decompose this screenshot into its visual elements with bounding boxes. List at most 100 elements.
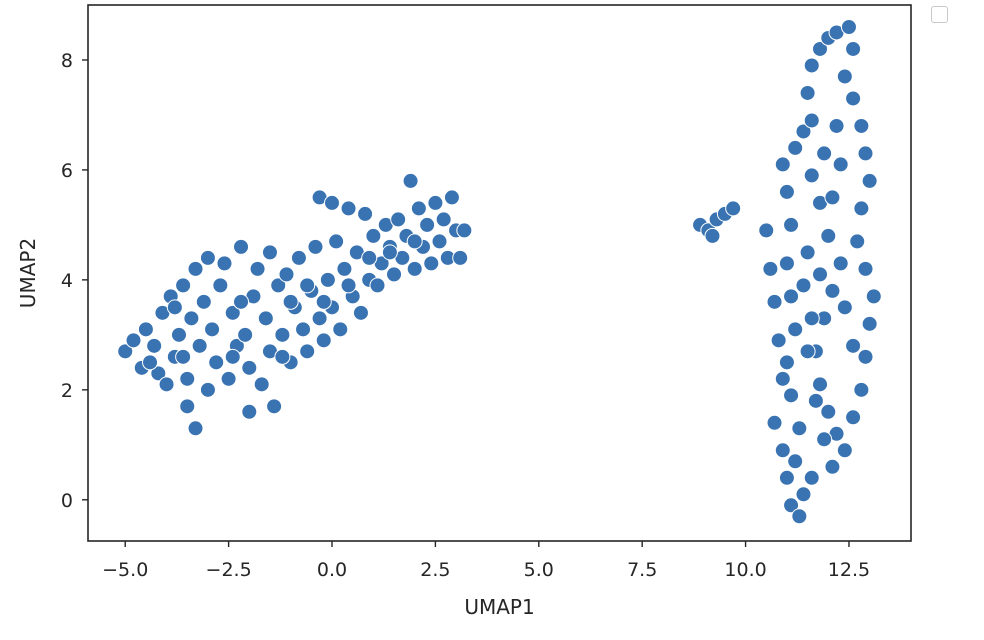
data-point (853, 381, 870, 398)
data-point (199, 249, 216, 266)
data-point (137, 321, 154, 338)
data-point (824, 282, 841, 299)
data-point (410, 200, 427, 217)
data-point (332, 321, 349, 338)
data-point (865, 288, 882, 305)
data-point (803, 57, 820, 74)
x-tick-label: 12.5 (828, 559, 870, 581)
data-point (812, 376, 829, 393)
data-point (315, 293, 332, 310)
data-point (199, 381, 216, 398)
data-point (158, 376, 175, 393)
data-point (361, 249, 378, 266)
data-point (787, 321, 804, 338)
data-point (212, 277, 229, 294)
data-point (187, 260, 204, 277)
data-point (803, 469, 820, 486)
data-point (406, 260, 423, 277)
data-point (836, 68, 853, 85)
data-point (783, 497, 800, 514)
data-point (795, 123, 812, 140)
data-point (770, 332, 787, 349)
data-point (166, 299, 183, 316)
data-point (179, 398, 196, 415)
data-point (799, 244, 816, 261)
legend-box (931, 6, 948, 23)
data-point (146, 337, 163, 354)
data-point (299, 343, 316, 360)
data-point (824, 458, 841, 475)
data-point (704, 227, 721, 244)
y-axis: 0 2 4 6 8 (61, 50, 88, 512)
data-point (319, 271, 336, 288)
data-point (857, 145, 874, 162)
data-point (853, 200, 870, 217)
data-point (233, 293, 250, 310)
data-point (233, 238, 250, 255)
data-point (758, 222, 775, 239)
data-point (452, 249, 469, 266)
data-point (807, 392, 824, 409)
data-point (402, 172, 419, 189)
x-tick-label: 0.0 (317, 559, 347, 581)
data-point (832, 156, 849, 173)
data-point (812, 266, 829, 283)
data-point (125, 332, 142, 349)
data-point (845, 409, 862, 426)
data-point (803, 310, 820, 327)
data-point (845, 40, 862, 57)
data-point (774, 442, 791, 459)
data-point (352, 304, 369, 321)
data-point (295, 321, 312, 338)
data-point (861, 315, 878, 332)
y-tick-label: 0 (61, 490, 73, 512)
data-point (791, 420, 808, 437)
data-point (803, 167, 820, 184)
y-tick-label: 8 (61, 50, 73, 72)
data-point (778, 183, 795, 200)
data-point (208, 354, 225, 371)
x-tick-label: 5.0 (524, 559, 554, 581)
y-tick-label: 2 (61, 380, 73, 402)
data-point (290, 249, 307, 266)
data-point (261, 244, 278, 261)
data-point (816, 431, 833, 448)
data-point (224, 304, 241, 321)
data-point (828, 117, 845, 134)
data-point (812, 40, 829, 57)
data-point (204, 321, 221, 338)
data-point (249, 260, 266, 277)
data-point (836, 299, 853, 316)
x-tick-label: −5.0 (102, 559, 148, 581)
data-point (195, 293, 212, 310)
data-point (282, 293, 299, 310)
data-point (386, 266, 403, 283)
data-point (787, 453, 804, 470)
data-point (299, 277, 316, 294)
data-point (175, 348, 192, 365)
data-point (799, 84, 816, 101)
x-tick-label: 7.5 (627, 559, 657, 581)
data-point (340, 200, 357, 217)
data-point (170, 326, 187, 343)
data-point (427, 194, 444, 211)
data-point (778, 354, 795, 371)
data-point (274, 348, 291, 365)
data-point (766, 293, 783, 310)
data-point (270, 277, 287, 294)
data-point (266, 398, 283, 415)
data-point (307, 238, 324, 255)
plot-frame (87, 4, 912, 542)
data-point (824, 189, 841, 206)
data-point (820, 403, 837, 420)
data-point (783, 387, 800, 404)
data-point (774, 156, 791, 173)
data-point (836, 442, 853, 459)
data-point (832, 255, 849, 272)
data-point (220, 370, 237, 387)
data-point (419, 216, 436, 233)
x-tick-label: 10.0 (724, 559, 766, 581)
data-point (816, 145, 833, 162)
y-tick-label: 4 (61, 270, 73, 292)
data-point (340, 277, 357, 294)
